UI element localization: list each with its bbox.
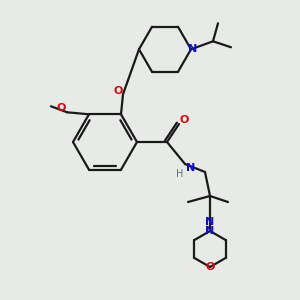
Text: N: N [186,163,196,173]
Text: O: O [205,262,215,272]
Text: N: N [188,44,198,54]
Text: O: O [56,103,66,113]
Text: H: H [176,169,184,179]
Text: O: O [113,86,123,96]
Text: O: O [179,115,189,125]
Text: N: N [206,217,214,227]
Text: N: N [206,226,214,236]
